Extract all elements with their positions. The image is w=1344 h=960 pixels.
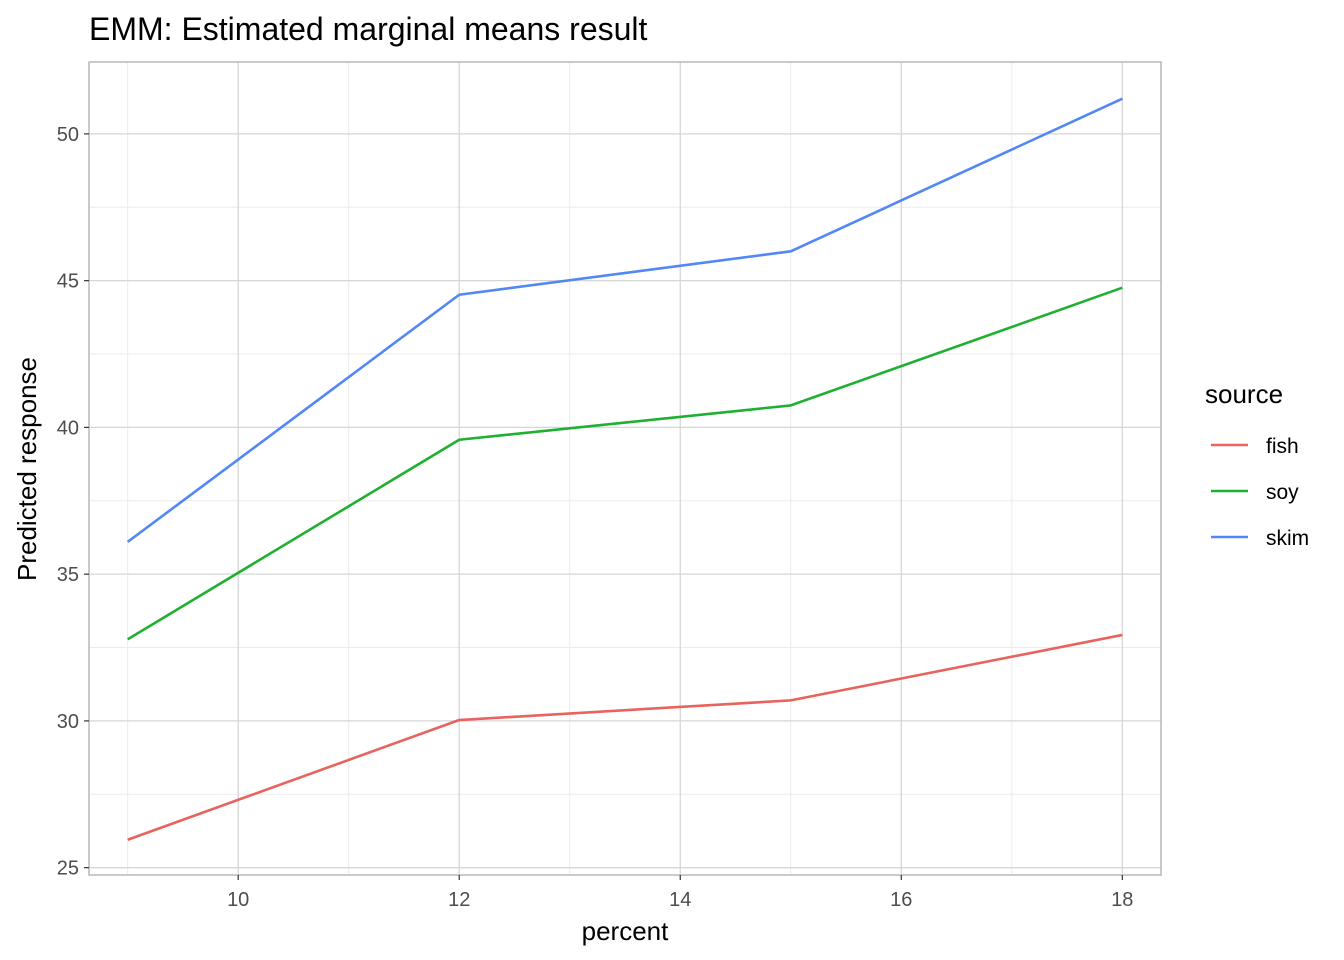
plot-panel-border	[88, 61, 1162, 876]
x-axis-ticks: 10 12 14 16 18	[227, 875, 1133, 911]
legend-label-fish: fish	[1266, 435, 1299, 458]
y-axis-title: Predicted response	[12, 357, 42, 581]
legend-title: source	[1205, 379, 1283, 409]
x-tick-label: 10	[227, 889, 249, 911]
series-line-fish	[127, 633, 1123, 842]
x-tick-label: 14	[669, 889, 691, 911]
series-line-soy	[127, 286, 1123, 641]
y-tick-label: 35	[57, 564, 79, 586]
y-tick-label: 45	[57, 271, 79, 293]
legend: source fish soy skim	[1205, 379, 1309, 550]
legend-label-skim: skim	[1266, 527, 1309, 550]
y-tick-label: 50	[57, 124, 79, 146]
y-axis-ticks: 25 30 35 40 45 50	[57, 124, 89, 880]
major-gridlines	[89, 62, 1161, 875]
x-tick-label: 12	[448, 889, 470, 911]
x-tick-label: 16	[890, 889, 912, 911]
chart-title: EMM: Estimated marginal means result	[89, 11, 648, 47]
legend-label-soy: soy	[1266, 481, 1299, 504]
minor-gridlines	[89, 62, 1161, 875]
series-lines	[126, 97, 1123, 842]
y-tick-label: 40	[57, 417, 79, 439]
x-tick-label: 18	[1111, 889, 1133, 911]
y-tick-label: 25	[57, 858, 79, 880]
series-line-skim	[126, 97, 1123, 543]
y-tick-label: 30	[57, 711, 79, 733]
x-axis-title: percent	[582, 916, 669, 946]
